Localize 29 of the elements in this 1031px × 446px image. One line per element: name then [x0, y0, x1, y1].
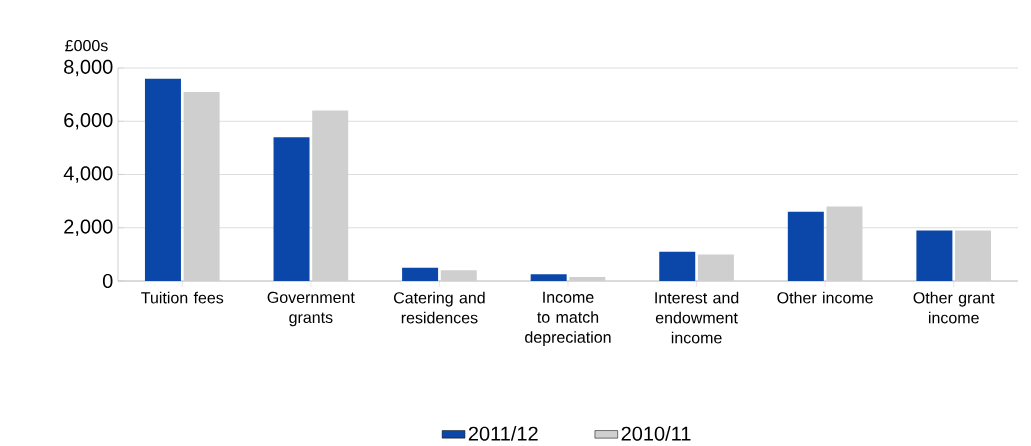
bar	[402, 267, 439, 281]
x-tick-label: Government grants	[267, 291, 355, 327]
bar	[144, 78, 181, 281]
bar	[787, 211, 824, 281]
y-tick-label: 2,000	[64, 219, 113, 237]
bar	[697, 254, 734, 281]
x-tick-label: Interest and endowment income	[655, 291, 739, 344]
bar	[440, 270, 477, 281]
x-tick-label: Other income	[777, 291, 873, 304]
bar	[569, 277, 606, 281]
bar	[826, 206, 863, 281]
x-tick-label: Tuition fees	[141, 291, 224, 304]
legend-label: 2010/11	[621, 426, 691, 441]
x-tick-label: Catering and residences	[393, 291, 485, 324]
bar	[273, 137, 310, 281]
x-tick-label: Income to match depreciation	[525, 291, 611, 347]
bar	[530, 274, 567, 281]
y-axis-title: £000s	[65, 39, 108, 52]
legend-label: 2011/12	[468, 426, 538, 441]
y-tick-label: 8,000	[64, 59, 113, 77]
y-tick-label: 6,000	[64, 112, 113, 130]
bar	[955, 230, 992, 281]
bar	[916, 230, 953, 281]
bar	[659, 251, 696, 281]
y-tick-label: 0	[102, 273, 113, 289]
y-tick-label: 4,000	[63, 166, 113, 183]
bar	[183, 91, 220, 281]
bar	[312, 110, 349, 281]
x-tick-label: Other grant income	[913, 291, 995, 324]
